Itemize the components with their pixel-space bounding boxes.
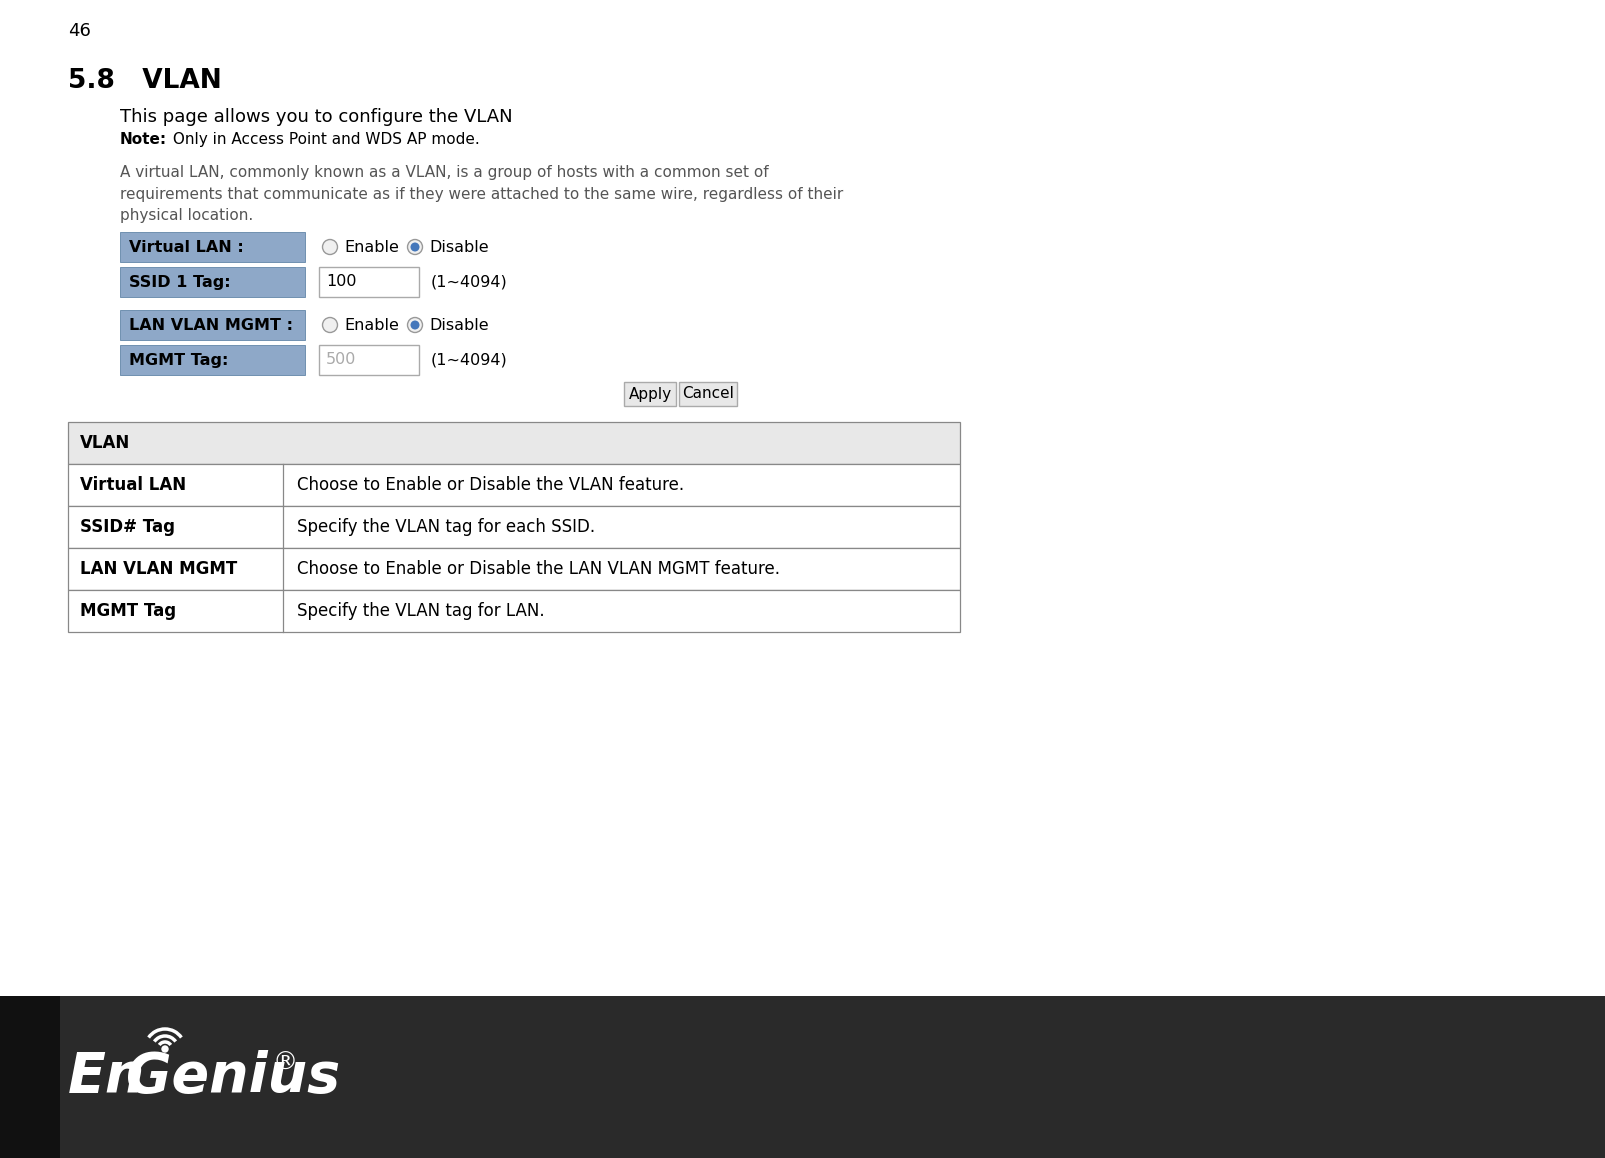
FancyBboxPatch shape — [0, 996, 59, 1158]
Circle shape — [411, 321, 419, 330]
FancyBboxPatch shape — [120, 267, 305, 296]
FancyBboxPatch shape — [120, 232, 305, 262]
Text: 100: 100 — [326, 274, 356, 290]
Text: Disable: Disable — [429, 240, 488, 255]
Text: En: En — [67, 1050, 146, 1104]
Circle shape — [162, 1046, 169, 1051]
Text: Choose to Enable or Disable the LAN VLAN MGMT feature.: Choose to Enable or Disable the LAN VLAN… — [297, 560, 780, 578]
Text: Enable: Enable — [343, 317, 398, 332]
Text: Apply: Apply — [628, 387, 671, 402]
Text: Specify the VLAN tag for each SSID.: Specify the VLAN tag for each SSID. — [297, 518, 595, 536]
Circle shape — [408, 240, 422, 255]
Text: 500: 500 — [326, 352, 356, 367]
Text: Note:: Note: — [120, 132, 167, 147]
Text: Specify the VLAN tag for LAN.: Specify the VLAN tag for LAN. — [297, 602, 544, 620]
FancyBboxPatch shape — [67, 422, 960, 464]
Text: MGMT Tag: MGMT Tag — [80, 602, 177, 620]
FancyBboxPatch shape — [67, 464, 960, 506]
Text: ®: ® — [273, 1051, 299, 1075]
Circle shape — [411, 242, 419, 251]
Circle shape — [408, 317, 422, 332]
Text: (1~4094): (1~4094) — [430, 352, 507, 367]
FancyBboxPatch shape — [120, 310, 305, 340]
Text: Choose to Enable or Disable the VLAN feature.: Choose to Enable or Disable the VLAN fea… — [297, 476, 684, 494]
FancyBboxPatch shape — [319, 267, 419, 296]
Circle shape — [323, 317, 337, 332]
Text: SSID# Tag: SSID# Tag — [80, 518, 175, 536]
Text: Disable: Disable — [429, 317, 488, 332]
Text: LAN VLAN MGMT :: LAN VLAN MGMT : — [128, 317, 292, 332]
Text: LAN VLAN MGMT: LAN VLAN MGMT — [80, 560, 238, 578]
Text: Virtual LAN :: Virtual LAN : — [128, 240, 244, 255]
Text: This page allows you to configure the VLAN: This page allows you to configure the VL… — [120, 108, 512, 126]
FancyBboxPatch shape — [67, 506, 960, 548]
Text: Cancel: Cancel — [682, 387, 733, 402]
Text: 46: 46 — [67, 22, 91, 41]
FancyBboxPatch shape — [67, 589, 960, 632]
Text: Genius: Genius — [125, 1050, 340, 1104]
Text: A virtual LAN, commonly known as a VLAN, is a group of hosts with a common set o: A virtual LAN, commonly known as a VLAN,… — [120, 164, 843, 223]
Text: (1~4094): (1~4094) — [430, 274, 507, 290]
FancyBboxPatch shape — [624, 382, 676, 406]
Circle shape — [323, 240, 337, 255]
FancyBboxPatch shape — [319, 345, 419, 375]
FancyBboxPatch shape — [120, 345, 305, 375]
Text: Virtual LAN: Virtual LAN — [80, 476, 186, 494]
FancyBboxPatch shape — [0, 996, 1605, 1158]
Text: Only in Access Point and WDS AP mode.: Only in Access Point and WDS AP mode. — [169, 132, 480, 147]
FancyBboxPatch shape — [67, 548, 960, 589]
Text: SSID 1 Tag:: SSID 1 Tag: — [128, 274, 231, 290]
Text: MGMT Tag:: MGMT Tag: — [128, 352, 228, 367]
Text: Enable: Enable — [343, 240, 398, 255]
Text: 5.8   VLAN: 5.8 VLAN — [67, 68, 221, 94]
FancyBboxPatch shape — [679, 382, 737, 406]
Text: VLAN: VLAN — [80, 434, 130, 452]
